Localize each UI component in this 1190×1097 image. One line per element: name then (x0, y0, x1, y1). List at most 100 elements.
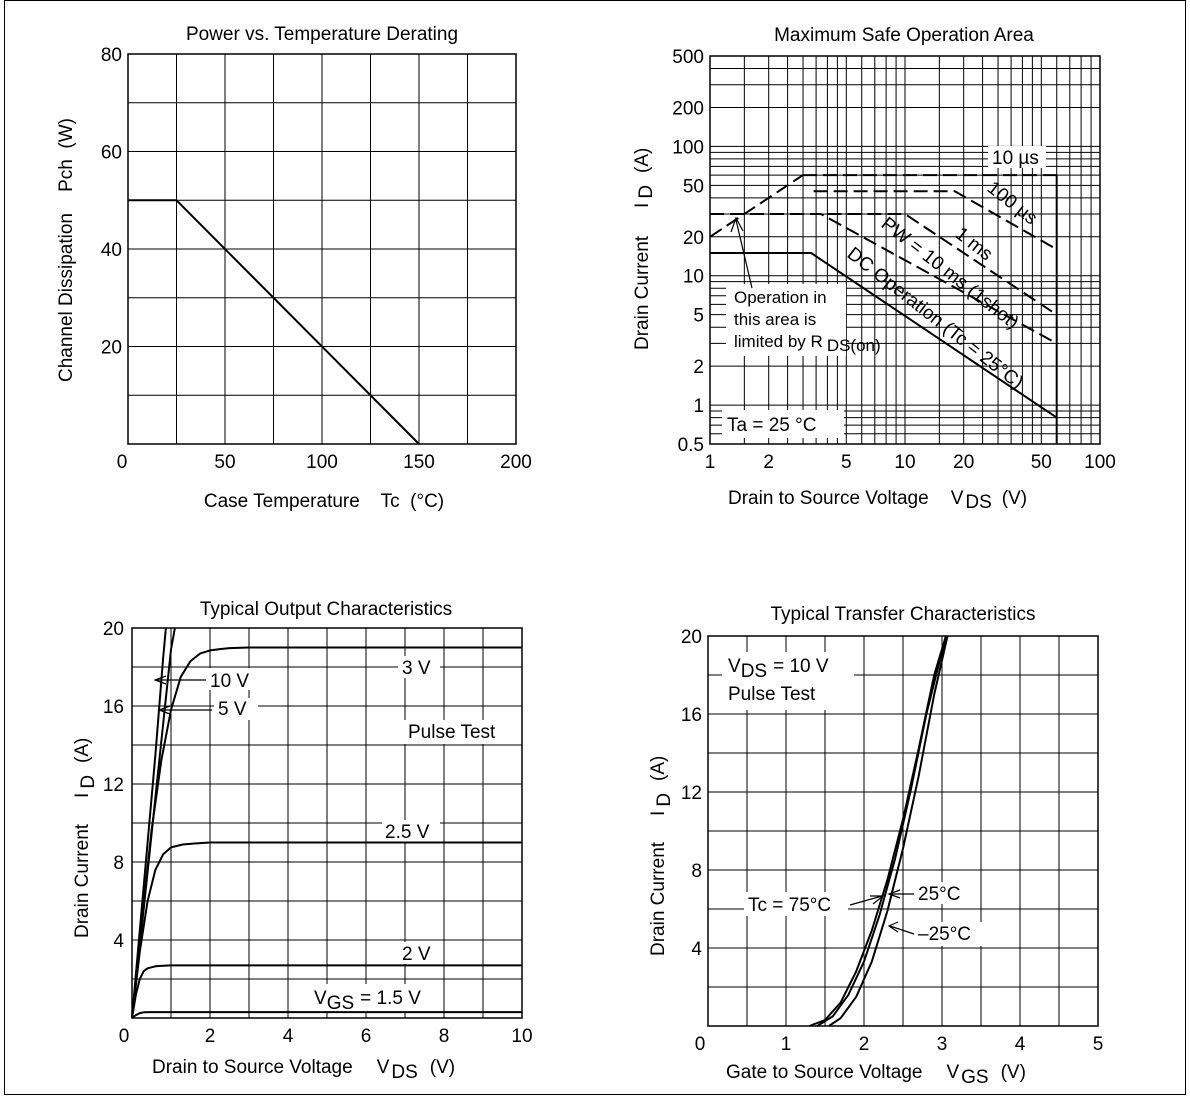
plot-frame (131, 627, 523, 1019)
y-tick-label: 20 (683, 228, 704, 249)
output-x-ticks: 0 2 4 6 8 10 (119, 1026, 533, 1047)
series-line-5 (131, 1011, 522, 1019)
y-tick-label: 0.5 (678, 435, 704, 456)
x-tick-label: 4 (1015, 1034, 1026, 1055)
transfer-label-25: 25°C (918, 884, 960, 905)
x-tick-label: 0 (119, 1026, 130, 1047)
y-tick-label: 20 (681, 627, 702, 648)
series-line-5 (709, 174, 804, 238)
output-label-3v: 3 V (402, 658, 431, 679)
x-tick-label: 5 (841, 452, 852, 473)
series-line-2 (131, 646, 522, 1019)
transfer-y-label: Drain CurrentID(A) (648, 756, 675, 956)
derating-grid (127, 53, 517, 445)
y-tick-label: 20 (103, 619, 124, 640)
x-tick-label: 4 (283, 1026, 294, 1047)
output-grid (131, 627, 523, 1019)
soa-label-1ms: 1 ms (951, 223, 996, 265)
y-tick-label: 80 (101, 45, 122, 66)
soa-note-line1: Operation in (734, 288, 827, 307)
y-tick-label: 200 (672, 98, 704, 119)
y-tick-label: 8 (113, 853, 124, 874)
y-tick-label: 4 (113, 931, 124, 952)
y-tick-label: 2 (693, 357, 704, 378)
output-10v-bg (208, 668, 260, 690)
x-tick-label: 150 (403, 452, 435, 473)
transfer-pulse-test: Pulse Test (728, 684, 816, 705)
series-line-3 (813, 190, 1058, 251)
output-2v-bg (398, 942, 440, 964)
transfer-y-ticks: 4 8 12 16 20 (681, 627, 703, 960)
y-tick-label: 500 (672, 47, 704, 68)
transfer-25-bg (914, 882, 972, 904)
y-tick-label: 5 (693, 306, 704, 327)
series-line-1 (816, 635, 947, 1027)
soa-note-arrow (735, 219, 753, 289)
y-tick-label: 8 (691, 861, 702, 882)
soa-title: Maximum Safe Operation Area (774, 25, 1034, 46)
x-tick-label: 6 (361, 1026, 372, 1047)
output-25v-bg (382, 820, 440, 842)
y-tick-label: 12 (681, 783, 702, 804)
output-pulse-bg (404, 720, 520, 744)
soa-y-ticks: 0.5 1 2 5 10 20 50 100 200 500 (672, 47, 704, 456)
soa-note-arrowhead (730, 216, 744, 233)
x-tick-label: 1 (705, 452, 716, 473)
derating-y-ticks: 20 40 60 80 (101, 45, 122, 359)
transfer-label-75: Tc = 75°C (748, 895, 831, 916)
y-tick-label: 12 (103, 775, 124, 796)
y-tick-label: 16 (103, 697, 124, 718)
transfer-75-arrowhead (870, 895, 885, 905)
x-tick-label: 2 (763, 452, 774, 473)
x-tick-label: 3 (937, 1034, 948, 1055)
series-line-2 (827, 213, 1058, 316)
x-tick-label: 0 (695, 1034, 706, 1055)
transfer-m25-arrow (889, 925, 915, 935)
output-label-10v: 10 V (210, 671, 249, 692)
soa-note-line3: limited by R DS(on) (734, 332, 881, 355)
x-tick-label: 200 (500, 452, 532, 473)
soa-ambient-bg (722, 410, 844, 438)
derating-y-label: Channel Dissipation Pch (W) (56, 118, 77, 382)
plot-frame (127, 53, 517, 445)
x-tick-label: 50 (214, 452, 235, 473)
plot-frame (707, 635, 1099, 1027)
soa-ambient: Ta = 25 °C (727, 415, 816, 436)
output-x-label: Drain to Source Voltage V DS (V) (152, 1057, 455, 1083)
y-tick-label: 1 (693, 396, 704, 417)
transfer-vds-cond: VDS = 10 V (728, 656, 829, 682)
series-line-0 (128, 199, 420, 445)
soa-chart: Maximum Safe Operation Area 1 2 5 10 20 50 100… (632, 25, 1116, 513)
soa-note-bg (726, 284, 846, 356)
y-tick-label: 40 (101, 240, 122, 261)
output-title: Typical Output Characteristics (200, 599, 452, 620)
output-5v-arrowhead (157, 705, 171, 715)
y-tick-label: 50 (683, 176, 704, 197)
derating-x-label: Case Temperature Tc (°C) (204, 491, 444, 512)
x-tick-label: 8 (439, 1026, 450, 1047)
derating-series (128, 199, 420, 445)
output-3v-bg (398, 656, 440, 678)
x-tick-label: 0 (117, 452, 128, 473)
derating-title: Power vs. Temperature Derating (186, 24, 458, 45)
output-label-5v: 5 V (218, 699, 247, 720)
output-15v-bg (310, 984, 442, 1012)
x-tick-label: 10 (511, 1026, 532, 1047)
transfer-title: Typical Transfer Characteristics (770, 604, 1035, 625)
soa-10us-bg (988, 146, 1046, 168)
soa-note-line2: this area is (734, 310, 816, 329)
plot-frame (709, 55, 1101, 445)
y-tick-label: 20 (101, 338, 122, 359)
x-tick-label: 10 (894, 452, 915, 473)
transfer-series (809, 635, 949, 1027)
series-line-2 (828, 635, 949, 1027)
derating-x-ticks: 0 50 100 150 200 (117, 452, 532, 473)
soa-label-10us: 10 µs (992, 148, 1039, 169)
y-tick-label: 60 (101, 143, 122, 164)
x-tick-label: 100 (306, 452, 338, 473)
output-y-label: Drain CurrentID(A) (72, 738, 99, 938)
series-line-4 (131, 964, 522, 1019)
y-tick-label: 4 (691, 939, 702, 960)
y-tick-label: 100 (672, 137, 704, 158)
